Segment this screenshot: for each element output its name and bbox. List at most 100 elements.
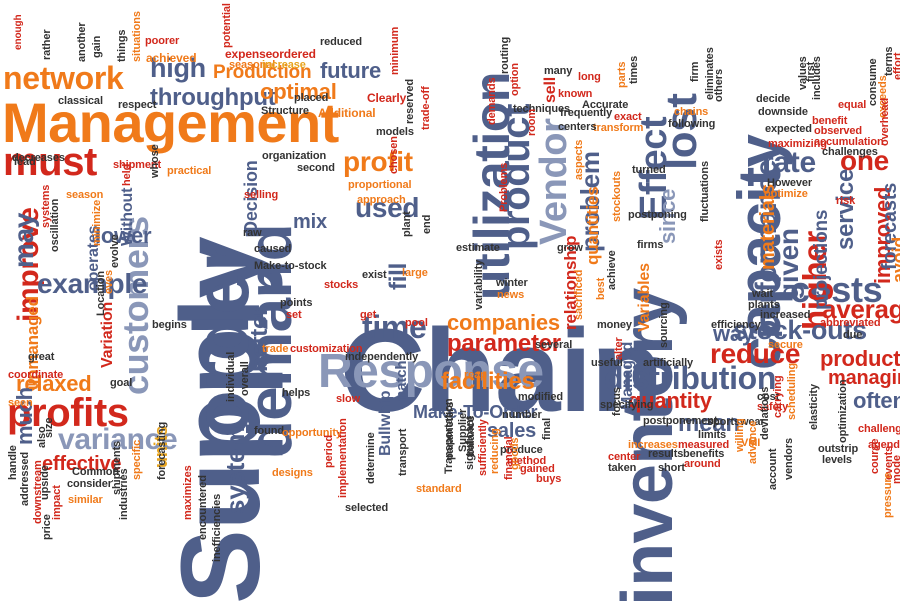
word-projections: projections [811, 209, 832, 310]
word-production: Production [213, 62, 312, 83]
word-scheduling: scheduling [786, 363, 798, 420]
word-end: end [421, 214, 433, 234]
word-sacrificed: sacrificed [573, 269, 585, 320]
word-selected: selected [345, 502, 389, 514]
word-sourcing: sourcing [658, 302, 670, 348]
word-centers: centers [558, 121, 597, 133]
word-several: several [535, 339, 573, 351]
word-cost: cost [757, 391, 780, 403]
word-estimate: estimate [456, 242, 500, 254]
word-distribution: distribution [604, 360, 777, 396]
word-inefficiencies: inefficiencies [211, 493, 223, 562]
word-outstrip: outstrip [818, 443, 859, 455]
word-determine: determine [365, 432, 377, 484]
word-center: center [608, 451, 641, 463]
word-wait: wait [752, 288, 773, 300]
word-overall: overall [239, 361, 251, 396]
word-room: room [526, 108, 538, 136]
word-elasticity: elasticity [808, 384, 820, 430]
word-downside: downside [758, 106, 808, 118]
word-consider: consider [67, 478, 112, 490]
word-firms: firms [637, 239, 664, 251]
word-method: method [507, 455, 547, 467]
word-parameters: parameters [444, 401, 456, 460]
word-routing: routing [499, 36, 511, 74]
word-reduce: reduce [710, 338, 801, 369]
word-abbreviated: abbreviated [820, 317, 881, 329]
word-quantities: quantities [583, 186, 602, 265]
word-exists: exists [713, 239, 725, 270]
word-aspects: aspects [573, 139, 585, 180]
word-expected: expected [765, 123, 812, 135]
word-sales: sales [487, 420, 537, 442]
word-match: match [393, 360, 410, 404]
word-raw: raw [243, 227, 262, 239]
word-companies: companies [447, 310, 560, 335]
word-shipment: shipment [113, 159, 162, 171]
word-short: short [658, 462, 685, 474]
word-decide: decide [756, 93, 791, 105]
word-evolve: evolve [109, 234, 121, 268]
word-mix: mix [293, 211, 327, 233]
word-levels: levels [822, 454, 852, 466]
word-designs: designs [272, 467, 313, 479]
word-better: better [246, 306, 273, 372]
word-get: get [360, 309, 377, 321]
word-sportswear: sportswear [707, 416, 765, 428]
word-points: points [280, 297, 313, 309]
word-challenges: challenges [822, 146, 878, 158]
word-advance: advance [747, 420, 759, 464]
word-poorer: poorer [145, 35, 180, 47]
word-problems: Problems [498, 162, 510, 212]
word-oscillation: oscillation [49, 198, 61, 252]
word-ordered: ordered [272, 47, 316, 61]
word-variables: Variables [636, 263, 653, 332]
word-eliminates: eliminates [704, 47, 716, 100]
word-selling: selling [244, 189, 279, 201]
word-plants: plants [748, 299, 780, 311]
word-future: future [320, 58, 382, 83]
word-placed: placed [294, 92, 329, 104]
word-helps: helps [282, 387, 311, 399]
word-observed: observed [814, 125, 863, 137]
word-seen: seen [8, 397, 33, 409]
word-trade: trade [262, 343, 289, 355]
word-times: times [628, 55, 640, 84]
word-achieve: achieve [606, 250, 618, 290]
word-given: given [773, 228, 804, 300]
word-time: time [362, 309, 427, 345]
word-buys: buys [536, 473, 562, 485]
word-overhead: overhead [879, 97, 891, 146]
word-postponing: postponing [628, 209, 687, 221]
word-similar: similar [68, 494, 103, 506]
word-deviations: deviations [759, 386, 771, 440]
word-chain: Chain [340, 305, 663, 437]
word-respect: respect [118, 99, 157, 111]
word-firm: firm [689, 61, 701, 82]
word-accumulation: accumulation [814, 136, 884, 148]
word-results: results [648, 448, 684, 460]
word-without: Without [119, 187, 136, 246]
word-safety: safety [757, 401, 789, 413]
word-expense: expense [225, 47, 273, 61]
word-price: price [41, 514, 53, 540]
word-large: large [402, 267, 428, 279]
word-optimize: optimize [764, 188, 808, 200]
word-news: news [497, 289, 525, 301]
word-stocks: stocks [324, 279, 359, 291]
word-taken: taken [608, 462, 637, 474]
word-carrying: carrying [772, 375, 784, 418]
word-risk: risk [836, 195, 856, 207]
word-structure: Structure [261, 105, 309, 117]
word-lower: lower [95, 223, 152, 248]
word-network: network [3, 60, 124, 96]
word-quantity: quantity [628, 388, 712, 413]
word-fluctuations: fluctuations [699, 160, 711, 222]
word-average: average [822, 294, 900, 324]
word-equal: equal [838, 99, 867, 111]
word-encountered: encountered [197, 475, 209, 540]
word-facilities: facilities [441, 368, 535, 395]
word-coordinate: coordinate [8, 369, 64, 381]
word-long: long [578, 71, 601, 83]
word-measured: measured [678, 439, 730, 451]
